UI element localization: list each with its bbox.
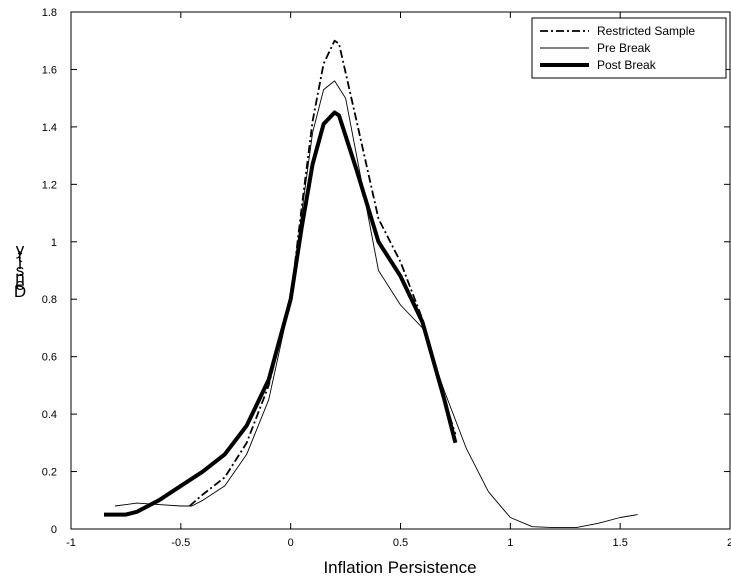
y-tick-label: 1 — [51, 237, 57, 249]
y-axis-title: ytisneD — [14, 240, 26, 301]
y-tick-labels: 0 0.2 0.4 0.6 0.8 1 1.2 1.4 1.6 1.8 — [42, 7, 57, 536]
y-tick-label: 0.4 — [42, 409, 57, 421]
y-tick-label: 0.6 — [42, 352, 57, 364]
x-tick-label: 2 — [727, 537, 731, 549]
y-tick-label: 0 — [51, 524, 57, 536]
series-lines — [104, 39, 638, 529]
y-tick-label: 1.2 — [42, 179, 57, 191]
y-axis-title-glyph: n — [15, 268, 24, 287]
y-axis-title-glyph: s — [16, 261, 25, 280]
x-tick-label: 1 — [507, 537, 513, 549]
series-line-restricted-sample — [189, 39, 457, 507]
x-axis-title: Inflation Persistence — [323, 558, 476, 577]
y-tick-label: 1.4 — [42, 122, 57, 134]
ticks — [70, 11, 731, 530]
legend-label-restricted-sample: Restricted Sample — [597, 24, 695, 38]
y-axis-title-glyph: y — [16, 240, 25, 259]
y-axis-title-glyph: i — [18, 254, 22, 273]
legend-label-pre-break: Pre Break — [597, 41, 651, 55]
x-tick-label: -1 — [66, 537, 76, 549]
y-tick-label: 0.2 — [42, 467, 57, 479]
y-tick-label: 0.8 — [42, 294, 57, 306]
y-axis-title-glyph: D — [14, 282, 26, 301]
x-tick-label: 1.5 — [613, 537, 628, 549]
series-line-pre-break — [114, 80, 638, 529]
x-tick-label: -0.5 — [171, 537, 190, 549]
y-tick-label: 1.6 — [42, 64, 57, 76]
x-tick-label: 0.5 — [393, 537, 408, 549]
legend-label-post-break: Post Break — [597, 58, 657, 72]
y-tick-label: 1.8 — [42, 7, 57, 19]
x-tick-label: 0 — [288, 537, 294, 549]
legend: Restricted Sample Pre Break Post Break — [531, 17, 727, 79]
y-axis-title-glyph: t — [18, 247, 23, 266]
series-line-post-break — [104, 110, 458, 517]
x-tick-labels: -1 -0.5 0 0.5 1 1.5 2 — [66, 537, 731, 549]
plot-area — [70, 11, 731, 530]
y-axis-title-glyph: e — [15, 275, 24, 294]
